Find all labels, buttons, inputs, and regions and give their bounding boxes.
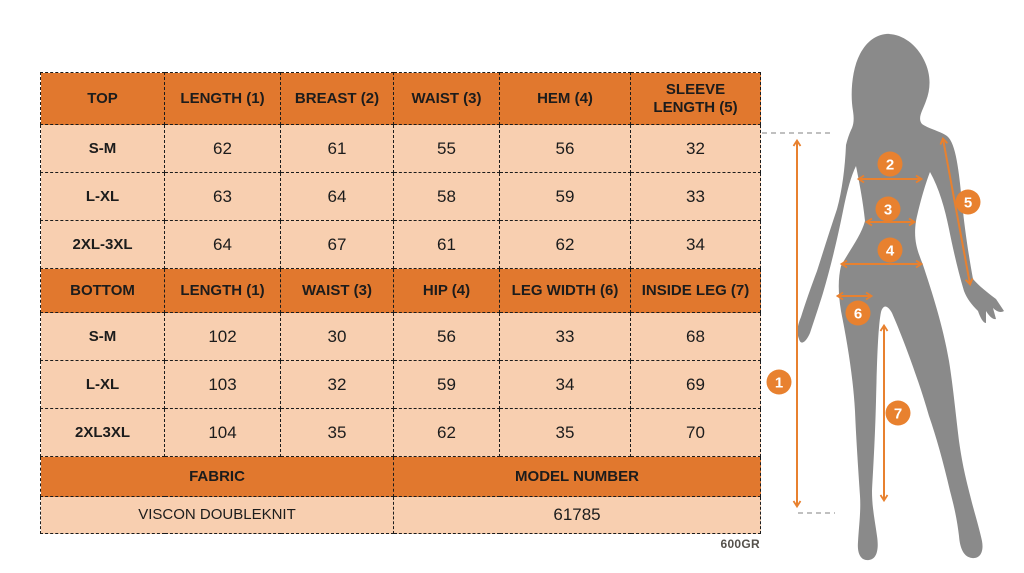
table-row: S-M 102 30 56 33 68 (40, 312, 761, 361)
fabric-weight-note: 600GR (720, 537, 760, 551)
measurement-value-cell: 70 (630, 408, 761, 457)
column-header: INSIDE LEG (7) (630, 268, 761, 313)
measurement-value-cell: 58 (393, 172, 500, 221)
table-row: 2XL-3XL 64 67 61 62 34 (40, 220, 761, 269)
table-row: 2XL3XL 104 35 62 35 70 (40, 408, 761, 457)
size-label-cell: 2XL3XL (40, 408, 165, 457)
table-row: S-M 62 61 55 56 32 (40, 124, 761, 173)
svg-text:4: 4 (886, 242, 895, 259)
measurement-value-cell: 63 (164, 172, 281, 221)
column-header: TOP (40, 72, 165, 125)
measurement-badge-7: 7 (885, 400, 911, 426)
measurement-badge-4: 4 (877, 237, 903, 263)
measurement-value-cell: 103 (164, 360, 281, 409)
fabric-value-row: VISCON DOUBLEKNIT 61785 (40, 496, 761, 534)
size-label-cell: L-XL (40, 360, 165, 409)
measurement-badge-1: 1 (766, 369, 792, 395)
table-row: L-XL 63 64 58 59 33 (40, 172, 761, 221)
svg-text:3: 3 (884, 201, 892, 218)
column-header: LEG WIDTH (6) (499, 268, 631, 313)
column-header: WAIST (3) (393, 72, 500, 125)
measurement-value-cell: 69 (630, 360, 761, 409)
measurement-value-cell: 62 (499, 220, 631, 269)
size-chart-table: TOP LENGTH (1) BREAST (2) WAIST (3) HEM … (40, 72, 761, 534)
measurement-value-cell: 30 (280, 312, 394, 361)
size-label-cell: L-XL (40, 172, 165, 221)
measurement-value-cell: 35 (499, 408, 631, 457)
svg-text:1: 1 (775, 374, 783, 391)
column-header: WAIST (3) (280, 268, 394, 313)
fabric-header-cell: FABRIC (40, 456, 394, 497)
column-header: LENGTH (1) (164, 268, 281, 313)
measurement-value-cell: 104 (164, 408, 281, 457)
measurement-value-cell: 59 (393, 360, 500, 409)
measurement-value-cell: 59 (499, 172, 631, 221)
measurement-badge-5: 5 (955, 189, 981, 215)
measurement-value-cell: 64 (164, 220, 281, 269)
measurement-value-cell: 55 (393, 124, 500, 173)
measurement-value-cell: 32 (280, 360, 394, 409)
measurement-arrow-5 (939, 136, 974, 287)
measurement-value-cell: 62 (164, 124, 281, 173)
column-header: HIP (4) (393, 268, 500, 313)
svg-text:5: 5 (964, 194, 972, 211)
measurement-value-cell: 68 (630, 312, 761, 361)
table-row: L-XL 103 32 59 34 69 (40, 360, 761, 409)
measurement-value-cell: 32 (630, 124, 761, 173)
measurement-value-cell: 56 (499, 124, 631, 173)
top-header-row: TOP LENGTH (1) BREAST (2) WAIST (3) HEM … (40, 72, 761, 125)
body-silhouette (797, 33, 1004, 561)
column-header: HEM (4) (499, 72, 631, 125)
column-header: BOTTOM (40, 268, 165, 313)
size-label-cell: S-M (40, 312, 165, 361)
svg-text:7: 7 (894, 405, 902, 422)
fabric-header-row: FABRIC MODEL NUMBER (40, 456, 761, 497)
svg-text:2: 2 (886, 156, 894, 173)
measurement-value-cell: 34 (499, 360, 631, 409)
column-header: SLEEVE LENGTH (5) (630, 72, 761, 125)
measurement-badge-2: 2 (877, 151, 903, 177)
measurement-value-cell: 33 (499, 312, 631, 361)
measurement-badge-6: 6 (845, 300, 871, 326)
size-label-cell: 2XL-3XL (40, 220, 165, 269)
size-label-cell: S-M (40, 124, 165, 173)
measurement-diagram: 1 2 3 4 5 6 7 (762, 33, 1004, 561)
measurement-value-cell: 67 (280, 220, 394, 269)
measurement-value-cell: 61 (280, 124, 394, 173)
measurement-value-cell: 102 (164, 312, 281, 361)
measurement-value-cell: 62 (393, 408, 500, 457)
column-header: LENGTH (1) (164, 72, 281, 125)
model-number-header-cell: MODEL NUMBER (393, 456, 761, 497)
column-header: BREAST (2) (280, 72, 394, 125)
measurement-badge-3: 3 (875, 196, 901, 222)
model-number-value-cell: 61785 (393, 496, 761, 534)
measurement-value-cell: 64 (280, 172, 394, 221)
bottom-header-row: BOTTOM LENGTH (1) WAIST (3) HIP (4) LEG … (40, 268, 761, 313)
fabric-value-cell: VISCON DOUBLEKNIT (40, 496, 394, 534)
measurement-value-cell: 35 (280, 408, 394, 457)
measurement-value-cell: 33 (630, 172, 761, 221)
measurement-value-cell: 56 (393, 312, 500, 361)
measurement-value-cell: 34 (630, 220, 761, 269)
svg-text:6: 6 (854, 305, 862, 322)
measurement-value-cell: 61 (393, 220, 500, 269)
